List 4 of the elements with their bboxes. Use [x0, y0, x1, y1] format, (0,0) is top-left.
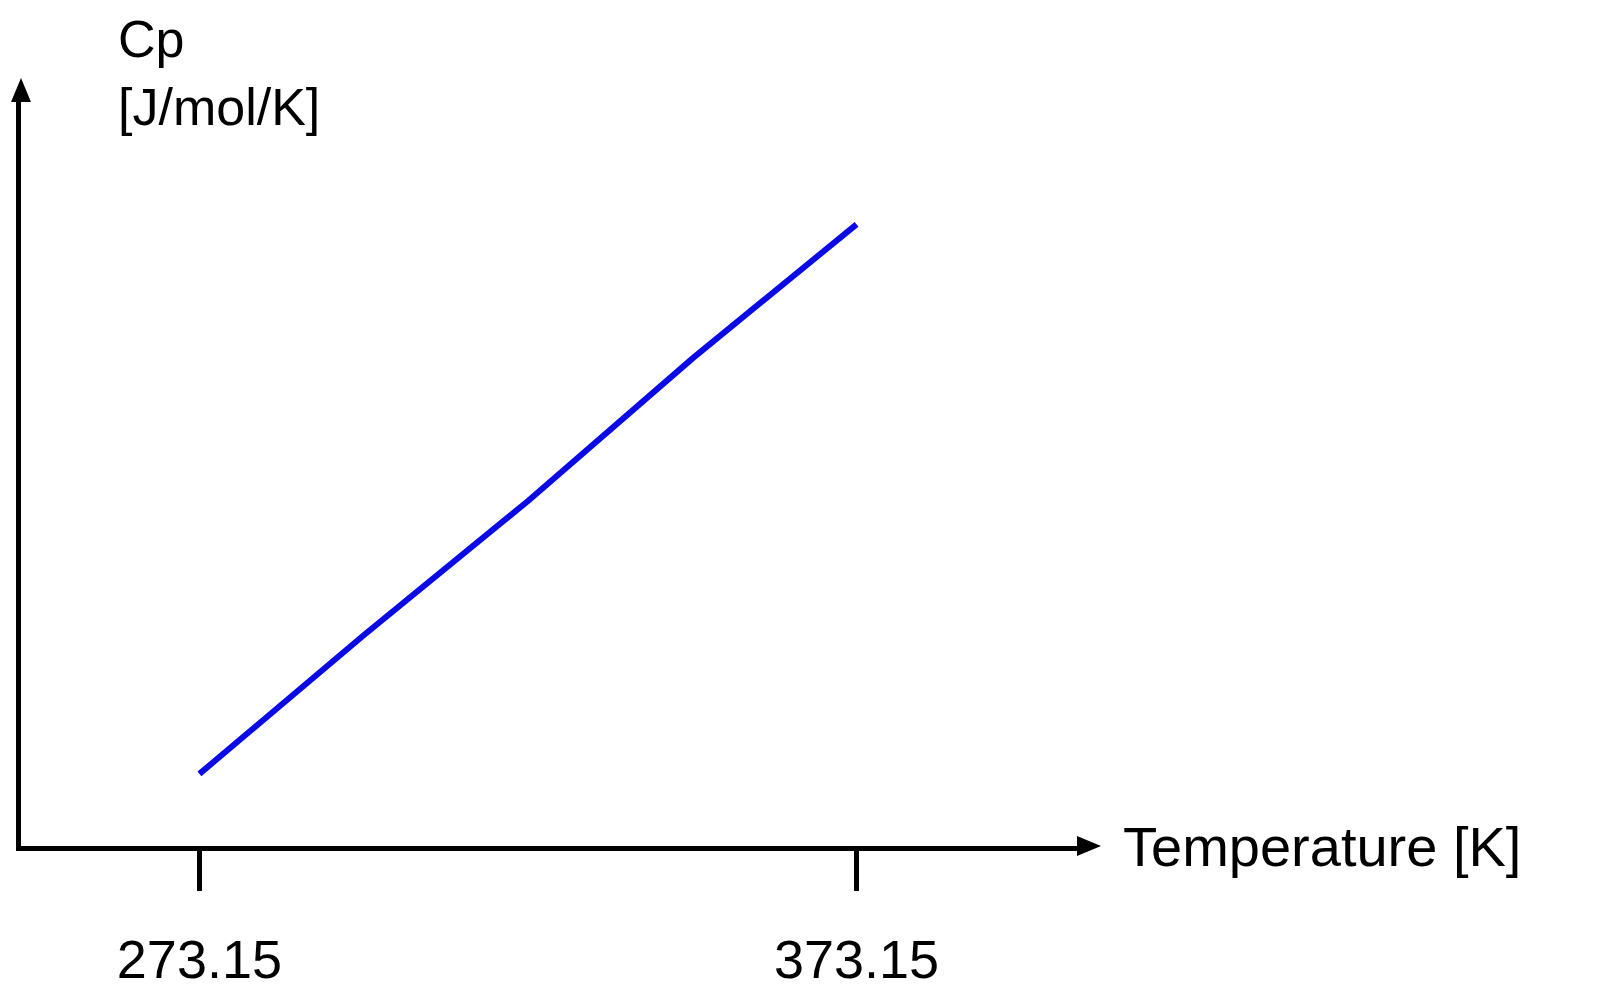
- x-axis-title: Temperature [K]: [1123, 815, 1522, 878]
- y-axis-title: Cp [J/mol/K]: [118, 10, 321, 136]
- x-tick-label: 373.15: [773, 928, 940, 989]
- x-tick-label: 273.15: [116, 928, 282, 989]
